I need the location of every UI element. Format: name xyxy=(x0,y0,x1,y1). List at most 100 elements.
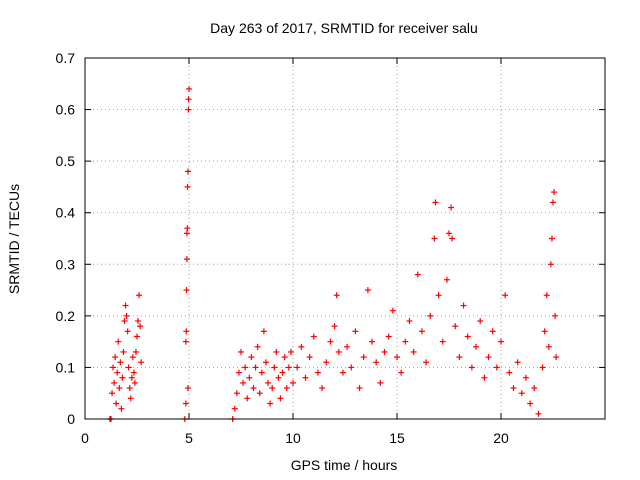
data-point xyxy=(136,292,143,299)
data-point xyxy=(364,287,371,294)
data-point xyxy=(327,338,334,345)
data-point xyxy=(352,328,359,335)
data-point xyxy=(114,369,121,376)
data-point xyxy=(452,323,459,330)
data-point xyxy=(545,343,552,350)
data-point xyxy=(258,369,265,376)
data-point xyxy=(477,318,484,325)
data-point xyxy=(130,369,137,376)
data-point xyxy=(406,318,413,325)
data-point xyxy=(124,328,131,335)
data-point xyxy=(493,364,500,371)
data-point xyxy=(531,385,538,392)
data-point xyxy=(460,302,467,309)
data-point xyxy=(250,385,257,392)
data-point xyxy=(402,338,409,345)
data-point xyxy=(240,379,247,386)
data-point xyxy=(248,354,255,361)
data-point xyxy=(418,328,425,335)
data-point xyxy=(120,348,127,355)
y-tick-label: 0.4 xyxy=(56,205,76,221)
data-point xyxy=(277,395,284,402)
y-tick-label: 0 xyxy=(67,411,75,427)
data-point xyxy=(113,400,120,407)
x-tick-label: 0 xyxy=(81,430,89,446)
data-point xyxy=(184,168,191,175)
data-point xyxy=(183,287,190,294)
x-tick-label: 20 xyxy=(493,430,509,446)
data-point xyxy=(271,364,278,371)
data-point xyxy=(233,390,240,397)
data-point xyxy=(184,385,191,392)
data-point xyxy=(115,338,122,345)
data-point xyxy=(267,400,274,407)
data-point xyxy=(498,338,504,345)
data-point xyxy=(128,374,135,381)
data-point xyxy=(287,348,294,355)
data-point xyxy=(111,379,118,386)
data-point xyxy=(464,333,471,340)
data-point xyxy=(385,333,392,340)
data-point xyxy=(348,364,355,371)
x-tick-label: 10 xyxy=(285,430,301,446)
axis-ticks: 0 0.1 0.2 0.3 0.4 0.5 0.6 0.7 0 5 10 15 20 xyxy=(56,50,605,446)
plot-frame xyxy=(84,57,606,420)
data-point xyxy=(552,312,559,319)
data-point xyxy=(518,390,525,397)
data-point xyxy=(134,333,140,340)
data-point xyxy=(331,323,338,330)
data-point xyxy=(116,385,123,392)
data-point xyxy=(123,312,130,319)
data-point xyxy=(535,410,542,417)
data-point xyxy=(310,333,317,340)
data-points xyxy=(106,85,560,422)
data-point xyxy=(254,343,261,350)
data-point xyxy=(119,374,126,381)
data-point xyxy=(273,348,280,355)
data-point xyxy=(448,204,455,211)
data-point xyxy=(335,348,342,355)
y-axis-label: SRMTID / TECUs xyxy=(6,184,22,294)
data-point xyxy=(435,292,442,299)
data-point xyxy=(242,364,249,371)
data-point xyxy=(539,364,546,371)
data-point xyxy=(112,354,119,361)
data-point xyxy=(185,106,192,113)
data-point xyxy=(314,369,321,376)
data-point xyxy=(231,405,238,412)
x-axis-label: GPS time / hours xyxy=(291,457,398,473)
data-point xyxy=(522,374,529,381)
x-tick-label: 15 xyxy=(389,430,405,446)
data-point xyxy=(138,359,145,366)
data-point xyxy=(109,390,116,397)
data-point xyxy=(319,385,326,392)
data-point xyxy=(377,379,384,386)
data-point xyxy=(269,385,276,392)
data-point xyxy=(129,354,136,361)
data-point xyxy=(285,364,292,371)
data-point xyxy=(262,359,269,366)
chart-title: Day 263 of 2017, SRMTID for receiver sal… xyxy=(210,20,478,36)
data-point xyxy=(186,85,192,92)
data-point xyxy=(439,338,446,345)
data-point xyxy=(127,395,134,402)
data-point xyxy=(135,318,142,325)
data-point xyxy=(548,235,555,242)
data-point xyxy=(468,364,475,371)
data-point xyxy=(389,307,396,314)
data-point xyxy=(398,369,405,376)
data-point xyxy=(547,261,554,268)
data-point xyxy=(306,354,313,361)
grid-lines xyxy=(85,58,605,419)
data-point xyxy=(541,328,548,335)
data-point xyxy=(183,230,190,237)
data-point xyxy=(121,318,128,325)
data-point xyxy=(481,374,488,381)
data-point xyxy=(456,354,463,361)
data-point xyxy=(485,354,492,361)
data-point xyxy=(302,374,309,381)
data-point xyxy=(360,354,367,361)
data-point xyxy=(369,338,376,345)
data-point xyxy=(431,235,438,242)
data-point xyxy=(122,302,129,309)
